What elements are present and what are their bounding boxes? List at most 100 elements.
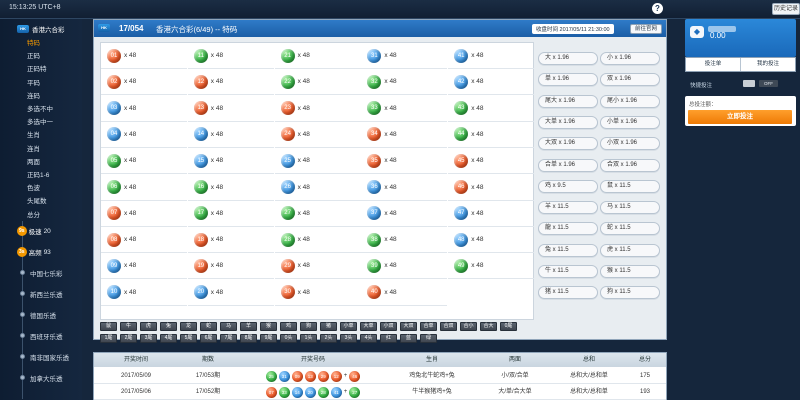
quick-select-button[interactable]: 合双 xyxy=(440,322,457,331)
attribute-option[interactable]: 狗 x 11.5 xyxy=(600,286,660,300)
attribute-option[interactable]: 虎 x 11.5 xyxy=(600,243,660,257)
ball-option[interactable]: 34 x 48 xyxy=(361,122,448,148)
sidebar-speed-lottery[interactable]: 9s 极速 20 xyxy=(17,226,51,236)
attribute-option[interactable]: 鸡 x 9.5 xyxy=(538,179,598,193)
quick-select-button[interactable]: 马 xyxy=(220,322,237,331)
ball-option[interactable]: 23 x 48 xyxy=(274,96,361,122)
history-button[interactable]: 历史记录 xyxy=(772,3,800,15)
ball-option[interactable]: 04 x 48 xyxy=(101,122,187,148)
sidebar-item[interactable]: 色波 xyxy=(27,185,40,193)
quick-bet-toggle[interactable] xyxy=(743,80,755,87)
ball-option[interactable]: 43 x 48 xyxy=(448,96,535,122)
attribute-option[interactable]: 大双 x 1.96 xyxy=(538,137,598,151)
sidebar-item[interactable]: 正码 xyxy=(27,53,40,61)
ball-option[interactable]: 07 x 48 xyxy=(101,201,187,227)
quick-select-button[interactable]: 牛 xyxy=(120,322,137,331)
quick-select-button[interactable]: 4头 xyxy=(360,334,377,343)
ball-option[interactable]: 48 x 48 xyxy=(448,227,535,254)
toggle-off-label[interactable]: OFF xyxy=(759,80,778,87)
sidebar-item[interactable]: 连肖 xyxy=(27,145,40,153)
ball-option[interactable]: 17 x 48 xyxy=(187,201,274,227)
sidebar-item[interactable]: 多选不中 xyxy=(27,106,53,113)
quick-select-button[interactable]: 3尾 xyxy=(140,334,157,343)
ball-option[interactable]: 32 x 48 xyxy=(361,69,448,96)
quick-select-button[interactable]: 合大 xyxy=(480,322,497,331)
ball-option[interactable]: 20 x 48 xyxy=(187,280,274,306)
quick-select-button[interactable]: 小双 xyxy=(380,322,397,331)
sidebar-item[interactable]: 特码 xyxy=(27,40,40,47)
ball-option[interactable]: 05 x 48 xyxy=(101,148,187,175)
attribute-option[interactable]: 合双 x 1.96 xyxy=(600,158,660,172)
quick-select-button[interactable]: 大双 xyxy=(400,322,417,331)
submit-bet-button[interactable]: 立即投注 xyxy=(688,110,792,124)
quick-select-button[interactable]: 3头 xyxy=(340,334,357,343)
quick-select-button[interactable]: 0头 xyxy=(280,334,297,343)
ball-option[interactable]: 14 x 48 xyxy=(187,122,274,148)
quick-select-button[interactable]: 猪 xyxy=(320,322,337,331)
attribute-option[interactable]: 尾大 x 1.96 xyxy=(538,94,598,108)
ball-option[interactable]: 31 x 48 xyxy=(361,43,448,69)
sidebar-high-lottery[interactable]: 3s 高频 93 xyxy=(17,247,51,257)
ball-option[interactable]: 15 x 48 xyxy=(187,148,274,175)
ball-option[interactable]: 39 x 48 xyxy=(361,253,448,280)
ball-option[interactable]: 21 x 48 xyxy=(274,43,361,69)
attribute-option[interactable]: 牛 x 11.5 xyxy=(538,265,598,278)
quick-select-button[interactable]: 2尾 xyxy=(120,334,137,343)
quick-select-button[interactable]: 1头 xyxy=(300,334,317,343)
sidebar-item-lottery[interactable]: 加拿大乐透 xyxy=(30,376,63,383)
tab-bet-slip[interactable]: 投注单 xyxy=(686,58,741,71)
quick-select-button[interactable]: 2头 xyxy=(320,334,337,343)
ball-option[interactable]: 49 x 48 xyxy=(448,253,535,280)
quick-select-button[interactable]: 6尾 xyxy=(200,334,217,343)
sidebar-item[interactable]: 正码特 xyxy=(27,66,47,74)
quick-select-button[interactable]: 5尾 xyxy=(180,334,197,343)
ball-option[interactable]: 40 x 48 xyxy=(361,280,448,306)
quick-select-button[interactable]: 羊 xyxy=(240,322,257,331)
quick-select-button[interactable]: 红 xyxy=(380,334,397,343)
quick-select-button[interactable]: 龙 xyxy=(180,322,197,331)
sidebar-item[interactable]: 生肖 xyxy=(27,132,40,140)
ball-option[interactable]: 29 x 48 xyxy=(274,253,361,280)
quick-select-button[interactable]: 鸡 xyxy=(280,322,297,331)
attribute-option[interactable]: 双 x 1.96 xyxy=(600,73,660,87)
ball-option[interactable]: 33 x 48 xyxy=(361,96,448,122)
attribute-option[interactable]: 尾小 x 1.96 xyxy=(600,94,660,108)
ball-option[interactable]: 41 x 48 xyxy=(448,43,535,69)
attribute-option[interactable]: 合单 x 1.96 xyxy=(538,158,598,172)
attribute-option[interactable]: 羊 x 11.5 xyxy=(538,201,598,215)
attribute-option[interactable]: 单 x 1.96 xyxy=(538,73,598,87)
ball-option[interactable]: 46 x 48 xyxy=(448,175,535,201)
quick-select-button[interactable]: 虎 xyxy=(140,322,157,331)
attribute-option[interactable]: 小 x 1.96 xyxy=(600,52,660,65)
ball-option[interactable]: 25 x 48 xyxy=(274,148,361,175)
ball-option[interactable]: 28 x 48 xyxy=(274,227,361,254)
quick-select-button[interactable]: 鼠 xyxy=(100,322,117,331)
quick-select-button[interactable]: 9尾 xyxy=(260,334,277,343)
sidebar-item-lottery[interactable]: 南非国家乐透 xyxy=(30,355,69,362)
ball-option[interactable]: 22 x 48 xyxy=(274,69,361,96)
ball-option[interactable]: 26 x 48 xyxy=(274,175,361,201)
ball-option[interactable]: 01 x 48 xyxy=(101,43,187,69)
sidebar-item[interactable]: 连码 xyxy=(27,92,40,100)
sidebar-item[interactable]: 正码1-6 xyxy=(27,172,50,179)
ball-option[interactable]: 24 x 48 xyxy=(274,122,361,148)
attribute-option[interactable]: 小双 x 1.96 xyxy=(600,137,660,151)
ball-option[interactable]: 03 x 48 xyxy=(101,96,187,122)
ball-option[interactable]: 09 x 48 xyxy=(101,253,187,280)
ball-option[interactable]: 19 x 48 xyxy=(187,253,274,280)
quick-select-button[interactable]: 大单 xyxy=(360,322,377,331)
quick-select-button[interactable]: 兔 xyxy=(160,322,177,331)
ball-option[interactable]: 18 x 48 xyxy=(187,227,274,254)
ball-option[interactable]: 13 x 48 xyxy=(187,96,274,122)
attribute-option[interactable]: 龍 x 11.5 xyxy=(538,222,598,236)
attribute-option[interactable]: 兔 x 11.5 xyxy=(538,243,598,257)
quick-select-button[interactable]: 小单 xyxy=(340,322,357,331)
quick-select-button[interactable]: 4尾 xyxy=(160,334,177,343)
sidebar-item[interactable]: 总分 xyxy=(27,211,40,219)
attribute-option[interactable]: 大 x 1.96 xyxy=(538,52,598,65)
sidebar-item[interactable]: 两面 xyxy=(27,158,40,166)
quick-select-button[interactable]: 蛇 xyxy=(200,322,217,331)
quick-select-button[interactable]: 0尾 xyxy=(500,322,517,331)
sidebar-item-lottery[interactable]: 中国七乐彩 xyxy=(30,271,63,278)
attribute-option[interactable]: 大单 x 1.96 xyxy=(538,115,598,129)
